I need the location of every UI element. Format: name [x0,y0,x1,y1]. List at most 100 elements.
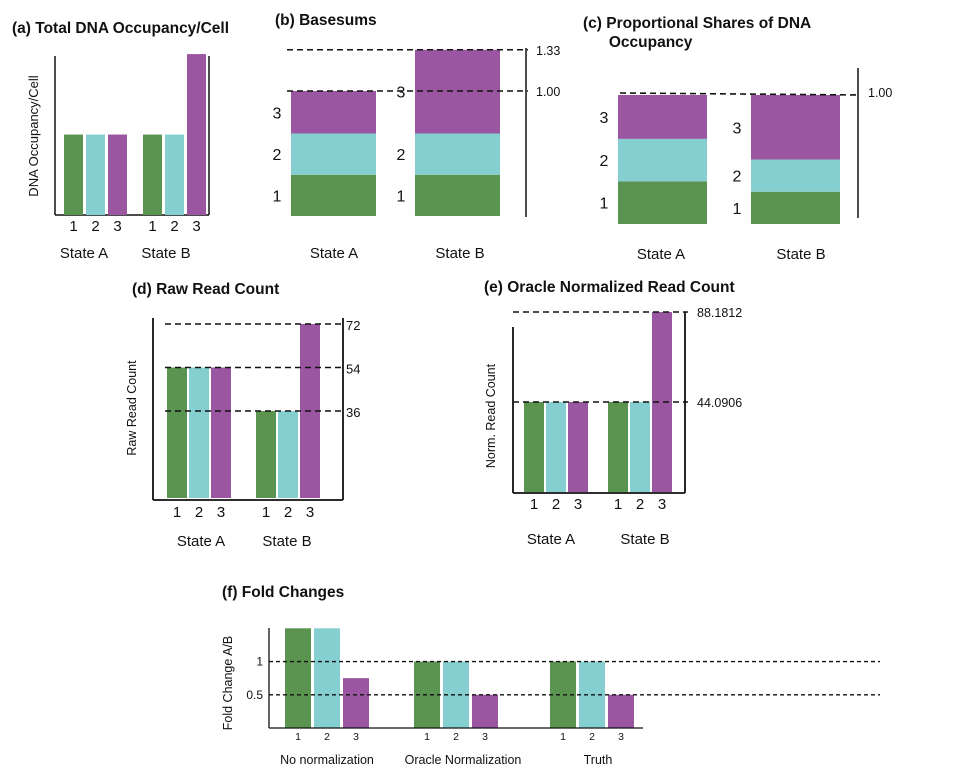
panel-d-tick-label: 1 [262,504,270,521]
panel-a-bar-0-2 [108,134,127,215]
panel-e-group-label: State B [620,531,669,548]
panel-c-segment-label: 2 [600,153,609,170]
panel-e-tick-label: 2 [552,496,560,513]
panel-f-tick-label: 3 [482,731,488,743]
panel-a-tick-label: 2 [91,218,99,235]
panel-f-y-label: Fold Change A/B [221,636,235,731]
panel-b-segment-label: 2 [273,147,282,164]
panel-a-bar-1-0 [143,134,162,215]
panel-e-tick-label: 2 [636,496,644,513]
panel-d-tick-label: 2 [284,504,292,521]
panel-c-segment-label: 1 [600,196,609,213]
panel-d-bar-0-1 [189,367,209,498]
panel-c-ref-line [619,92,861,96]
panel-f-group-label: Oracle Normalization [405,753,522,767]
panel-f-tick-label: 1 [424,731,430,743]
panel-a-tick-label: 3 [192,218,200,235]
panel-f-tick-label: 1 [295,731,301,743]
panel-e-bar-0-0 [524,402,544,492]
panel-e-tick-label: 1 [530,496,538,513]
panel-b-segment-label: 1 [397,188,406,205]
panel-b-title: (b) Basesums [275,12,377,29]
panel-b-group-label: State A [310,245,358,262]
panel-d-bar-0-0 [167,367,187,498]
panel-b-segment-label: 1 [273,188,282,205]
panel-b-ref-label: 1.00 [536,85,560,99]
panel-f-bar-2-2 [608,694,634,728]
panel-f-group-label: Truth [584,753,613,767]
panel-f-tick-label: 2 [589,731,595,743]
panel-d-bar-1-1 [278,411,298,498]
panel-d-ref-label: 36 [346,405,360,420]
panel-b-segment-1-1 [415,133,500,175]
panel-c-segment-0-1 [618,138,707,182]
panel-f-tick-label: 2 [324,731,330,743]
panel-d-bar-0-2 [211,367,231,498]
panel-c-segment-label: 3 [600,110,609,127]
panel-d-ref-label: 54 [346,362,360,377]
panel-d-tick-label: 1 [173,504,181,521]
panel-c-title: (c) Proportional Shares of DNA Occupancy [583,15,812,51]
panel-a-tick-label: 2 [170,218,178,235]
panel-a-tick-label: 3 [113,218,121,235]
panel-b-group-label: State B [435,245,484,262]
panel-a-y-label: DNA Occupancy/Cell [26,75,41,196]
panel-f-title: (f) Fold Changes [222,584,345,601]
panel-a-title: (a) Total DNA Occupancy/Cell [12,20,230,37]
panel-d-tick-label: 3 [306,504,314,521]
panel-e-y-label: Norm. Read Count [484,363,498,468]
panel-d-group-label: State B [262,533,311,550]
panel-f-tick-label: 1 [560,731,566,743]
panel-d-tick-label: 3 [217,504,225,521]
panel-b-ref-label: 1.33 [536,44,560,58]
panel-e-bar-0-1 [546,402,566,492]
panel-a-tick-label: 1 [148,218,156,235]
panel-f-y-tick: 1 [256,655,263,669]
panel-d-title: (d) Raw Read Count [132,281,280,298]
panel-e-ref-label: 44.0906 [697,396,742,410]
panel-e-bar-1-2 [652,312,672,492]
panel-b-segment-label: 2 [397,147,406,164]
panel-e-bar-1-0 [608,402,628,492]
panel-f-tick-label: 3 [618,731,624,743]
panel-a-bar-1-2 [187,54,206,215]
panel-c-segment-label: 2 [733,169,742,186]
panel-a-bar-1-1 [165,134,184,215]
panel-a-group-label: State B [141,245,190,262]
panel-d-group-label: State A [177,533,225,550]
panel-b-segment-0-0 [291,174,376,216]
panel-b-segment-0-2 [291,91,376,134]
panel-e-tick-label: 1 [614,496,622,513]
panel-f-bar-0-1 [314,628,340,728]
panel-f-y-tick: 0.5 [246,688,263,702]
panel-a-bar-0-1 [86,134,105,215]
panel-c-segment-0-0 [618,181,707,224]
panel-e-bar-1-1 [630,402,650,492]
panel-f-bar-0-0 [285,628,311,728]
panel-c-segment-1-2 [751,95,840,160]
panel-c-segment-1-0 [751,191,840,224]
panel-b-segment-label: 3 [397,85,406,102]
panel-a-group-label: State A [60,245,108,262]
panel-e-bar-0-2 [568,402,588,492]
panel-c-ref-label: 1.00 [868,86,892,100]
panel-c-group-label: State B [776,246,825,263]
panel-e-ref-label: 88.1812 [697,306,742,320]
panel-f-bar-0-2 [343,678,369,728]
panel-c-segment-label: 3 [733,120,742,137]
panel-e-tick-label: 3 [574,496,582,513]
panel-d-ref-label: 72 [346,318,360,333]
panel-b-segment-label: 3 [273,105,282,122]
panel-f-tick-label: 2 [453,731,459,743]
panel-a-bar-0-0 [64,134,83,215]
panel-c-segment-label: 1 [733,201,742,218]
panel-c-segment-0-2 [618,95,707,139]
panel-d-y-label: Raw Read Count [125,360,139,456]
panel-b-segment-0-1 [291,133,376,175]
panel-e-title: (e) Oracle Normalized Read Count [484,279,735,296]
panel-d-bar-1-0 [256,411,276,498]
panel-a-tick-label: 1 [69,218,77,235]
panel-e-tick-label: 3 [658,496,666,513]
panel-d-tick-label: 2 [195,504,203,521]
